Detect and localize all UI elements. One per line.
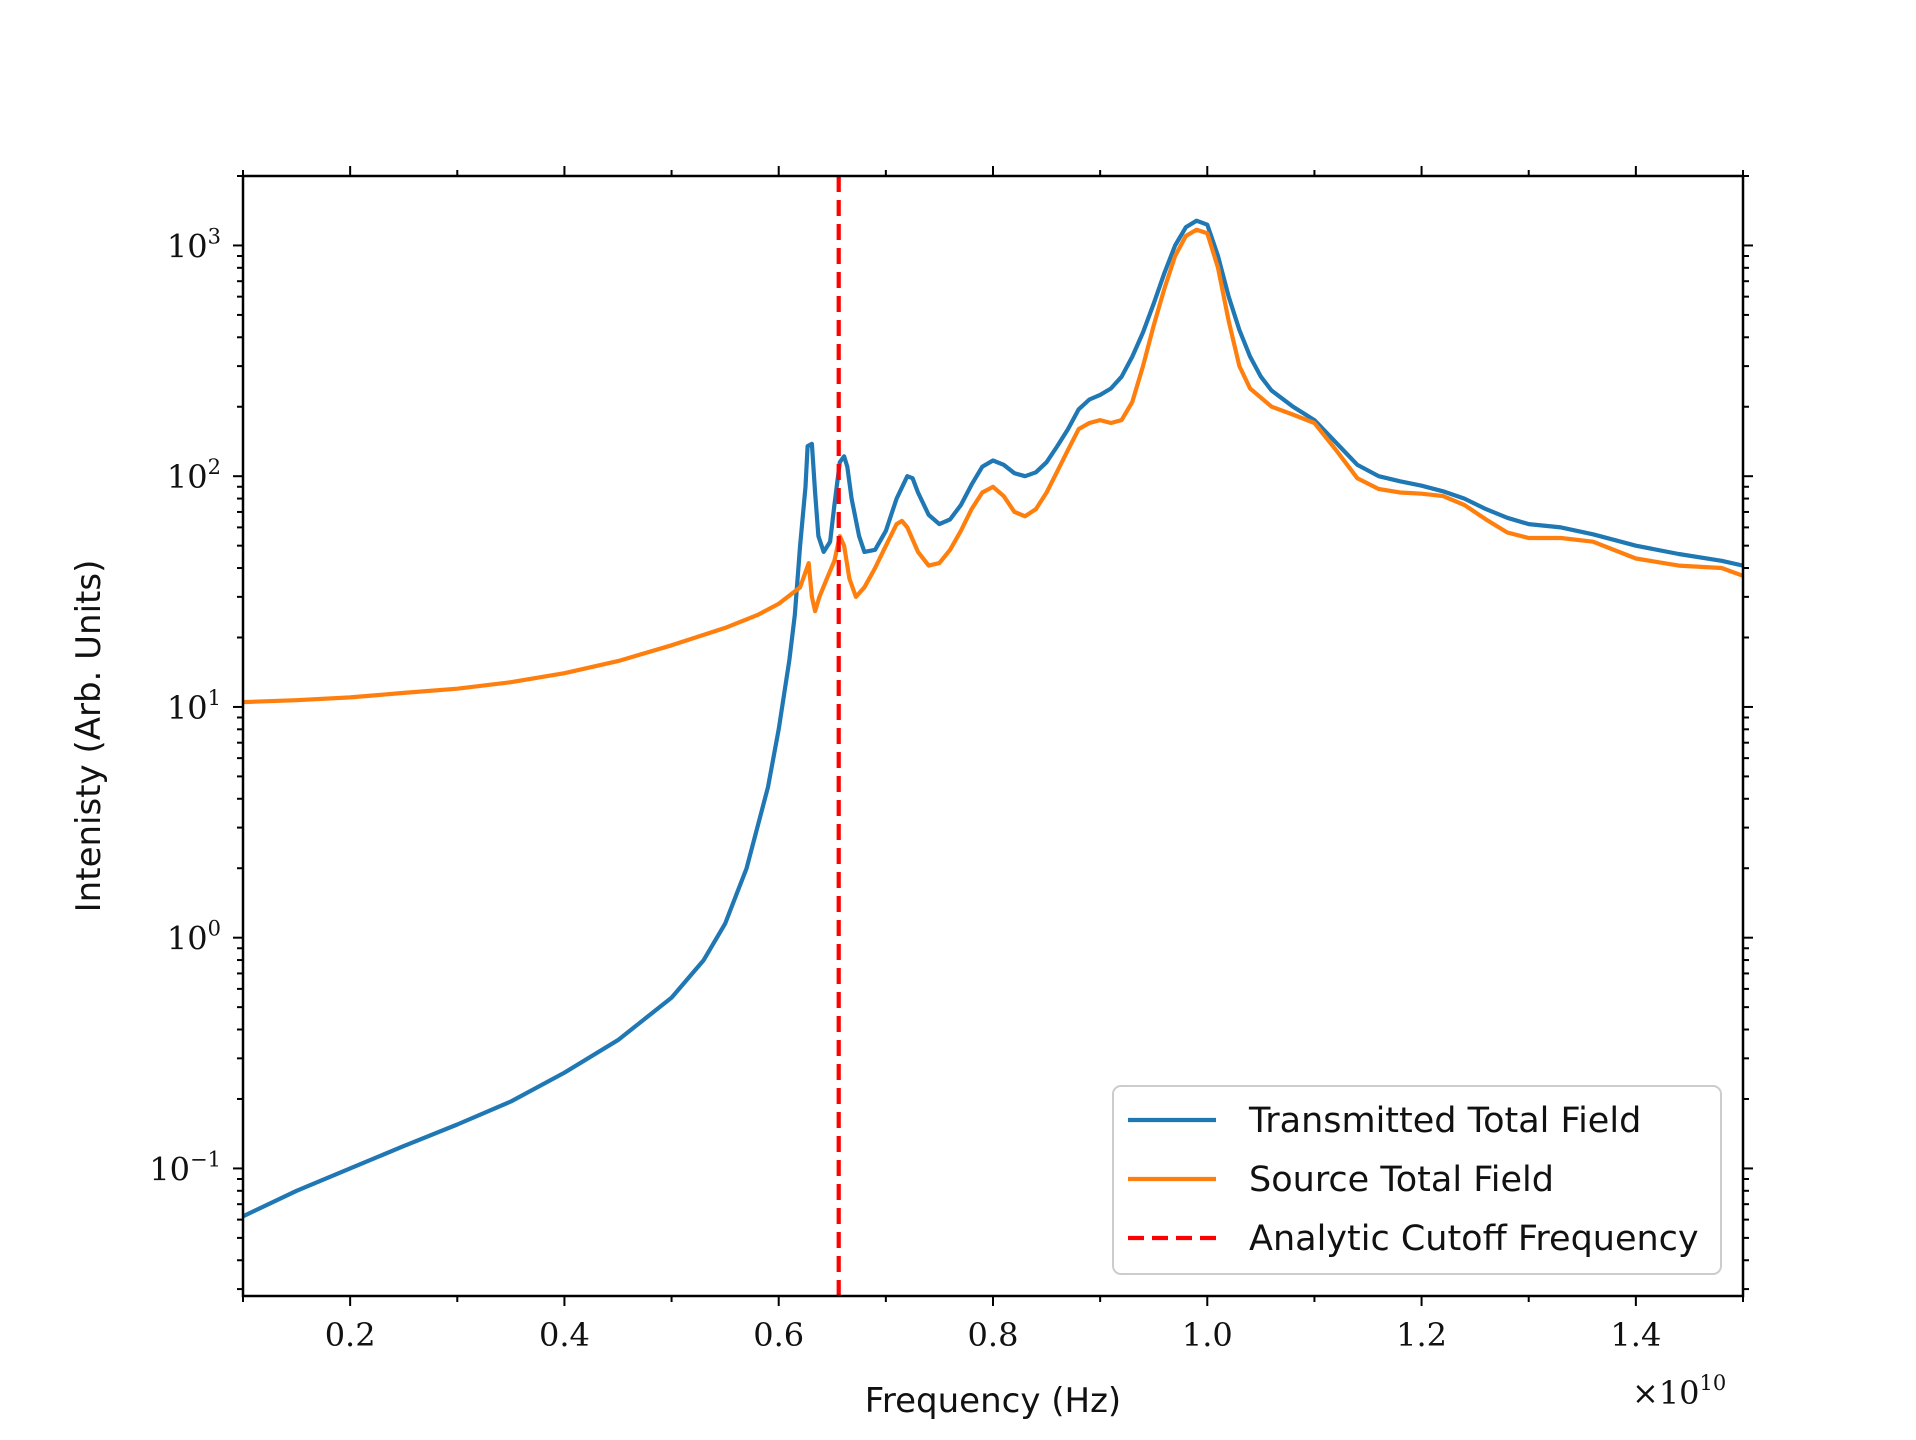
series-line-0 xyxy=(243,218,1743,1219)
ticks xyxy=(233,166,1753,1306)
tick-labels: 0.2 0.4 0.6 0.8 1.0 1.2 1.4 10−1 100 101 102 103 xyxy=(149,224,1661,1354)
y-tick-label: 102 xyxy=(167,455,221,496)
x-tick-label: 1.4 xyxy=(1610,1316,1661,1354)
x-tick-label: 0.8 xyxy=(968,1316,1019,1354)
x-tick-label: 0.2 xyxy=(325,1316,376,1354)
y-tick-label: 10−1 xyxy=(149,1147,221,1188)
legend-label-2: Analytic Cutoff Frequency xyxy=(1249,1219,1699,1259)
x-tick-label: 1.2 xyxy=(1396,1316,1447,1354)
legend-entries: Transmitted Total Field Source Total Fiel… xyxy=(1128,1101,1699,1259)
x-offset-label: ×1010 xyxy=(1632,1371,1726,1412)
y-tick-label: 100 xyxy=(167,917,221,958)
legend-label-1: Source Total Field xyxy=(1249,1160,1554,1200)
legend-label-0: Transmitted Total Field xyxy=(1248,1101,1641,1141)
plot-lines xyxy=(243,176,1743,1296)
x-tick-label: 0.4 xyxy=(539,1316,590,1354)
y-axis-label: Intenisty (Arb. Units) xyxy=(69,560,109,913)
x-tick-label: 1.0 xyxy=(1182,1316,1233,1354)
y-tick-label: 101 xyxy=(167,686,221,727)
series-line-1 xyxy=(243,227,1743,705)
y-tick-label: 103 xyxy=(167,224,221,265)
x-axis-label: Frequency (Hz) xyxy=(865,1381,1121,1421)
legend: Transmitted Total Field Source Total Fiel… xyxy=(1112,1085,1722,1275)
x-tick-label: 0.6 xyxy=(753,1316,804,1354)
legend-box xyxy=(1112,1085,1722,1275)
